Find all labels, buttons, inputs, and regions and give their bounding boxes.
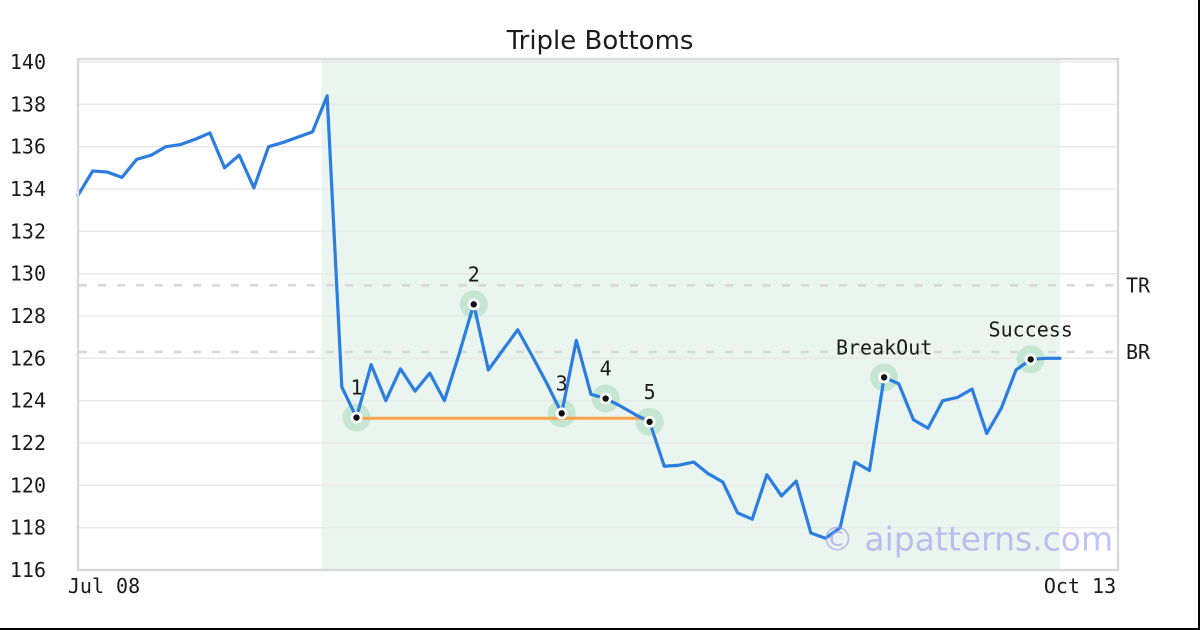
- y-tick-label: 128: [10, 304, 46, 328]
- marker-label-success: Success: [989, 317, 1073, 341]
- chart-title: Triple Bottoms: [506, 26, 694, 56]
- marker-label-4: 4: [600, 357, 612, 381]
- y-tick-label: 138: [10, 92, 46, 116]
- y-tick-label: 118: [10, 516, 46, 540]
- y-tick-label: 140: [10, 50, 46, 74]
- y-tick-label: 120: [10, 473, 46, 497]
- marker-label-breakout: BreakOut: [836, 335, 932, 359]
- marker-point-2: [467, 298, 480, 311]
- marker-point-breakout: [878, 371, 891, 384]
- marker-label-2: 2: [468, 262, 480, 286]
- marker-point-1: [350, 411, 363, 424]
- y-tick-label: 116: [10, 558, 46, 582]
- plot-border: [76, 57, 1120, 572]
- marker-point-4: [599, 392, 612, 405]
- y-tick-label: 130: [10, 262, 46, 286]
- y-tick-label: 136: [10, 135, 46, 159]
- pattern-shade-region: [321, 60, 1060, 570]
- marker-label-3: 3: [556, 371, 568, 395]
- marker-label-1: 1: [350, 376, 362, 400]
- marker-point-5: [643, 415, 656, 428]
- marker-point-3: [555, 407, 568, 420]
- x-tick-label-last: Oct 13: [1044, 574, 1116, 598]
- y-tick-label: 134: [10, 177, 46, 201]
- y-tick-label: 122: [10, 431, 46, 455]
- level-label-tr: TR: [1126, 273, 1151, 297]
- y-tick-label: 124: [10, 389, 46, 413]
- marker-point-success: [1024, 353, 1037, 366]
- y-tick-label: 126: [10, 346, 46, 370]
- price-line: [76, 94, 1062, 540]
- y-tick-label: 132: [10, 219, 46, 243]
- marker-label-5: 5: [644, 380, 656, 404]
- x-tick-label-first: Jul 08: [68, 574, 140, 598]
- level-label-br: BR: [1126, 340, 1151, 364]
